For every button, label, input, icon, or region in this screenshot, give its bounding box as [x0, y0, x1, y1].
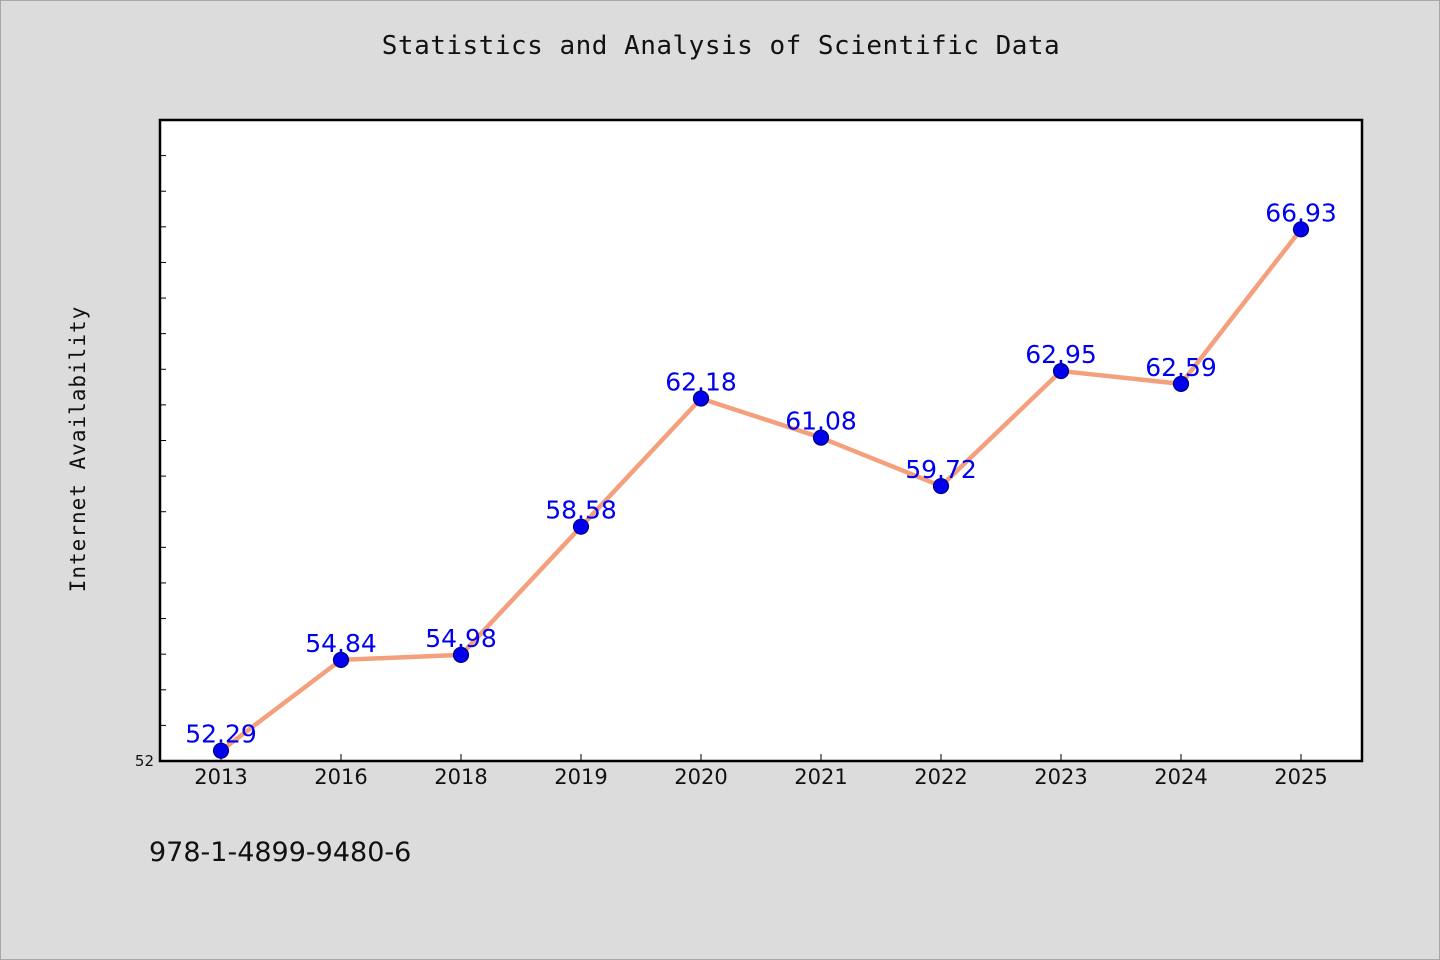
x-tick-label: 2019	[554, 765, 607, 789]
data-label: 62.95	[1025, 340, 1097, 369]
data-label: 52.29	[185, 720, 257, 749]
x-tick-label: 2020	[674, 765, 727, 789]
data-label: 54.84	[305, 629, 377, 658]
data-point	[1292, 221, 1310, 238]
x-tick-label: 2016	[314, 765, 367, 789]
data-label: 59.72	[905, 455, 977, 484]
x-tick-label: 2018	[434, 765, 487, 789]
data-label: 62.59	[1145, 353, 1217, 382]
x-tick-label: 2025	[1274, 765, 1327, 789]
data-markers	[212, 221, 1310, 759]
data-label: 61.08	[785, 407, 857, 436]
x-tick-label: 2024	[1154, 765, 1207, 789]
data-point	[692, 390, 710, 407]
data-point	[212, 742, 230, 759]
x-tick-label: 2022	[914, 765, 967, 789]
data-point	[812, 429, 830, 446]
data-label: 66.93	[1265, 198, 1337, 227]
y-tick-label: 52	[135, 752, 154, 770]
data-point	[1052, 362, 1070, 380]
data-point	[332, 651, 350, 668]
data-label: 62.18	[665, 367, 737, 396]
plot-area	[158, 118, 1364, 763]
data-point	[572, 518, 590, 535]
data-label: 58.58	[545, 496, 617, 525]
series-line	[218, 227, 1304, 753]
chart-title: Statistics and Analysis of Scientific Da…	[381, 31, 1061, 61]
x-tick-label: 2023	[1034, 765, 1087, 789]
data-labels: 52.29 54.84 54.98 58.58 62.18 61.08 59.72 62.95…	[185, 198, 1337, 748]
data-point	[932, 477, 950, 495]
x-axis-ticks	[220, 754, 1302, 761]
data-point	[1172, 375, 1190, 392]
x-tick-label: 2021	[794, 765, 847, 789]
isbn-note: 978-1-4899-9480-6	[149, 837, 412, 868]
x-tick-label: 2013	[194, 765, 247, 789]
x-axis-tick-labels: 2013 2016 2018 2019 2020 2021 2022 2023 2024 2025	[194, 765, 1327, 789]
y-axis-tick-labels: 52	[135, 752, 154, 770]
data-label: 54.98	[425, 624, 497, 653]
data-point	[452, 646, 470, 663]
y-axis-ticks	[160, 155, 166, 726]
